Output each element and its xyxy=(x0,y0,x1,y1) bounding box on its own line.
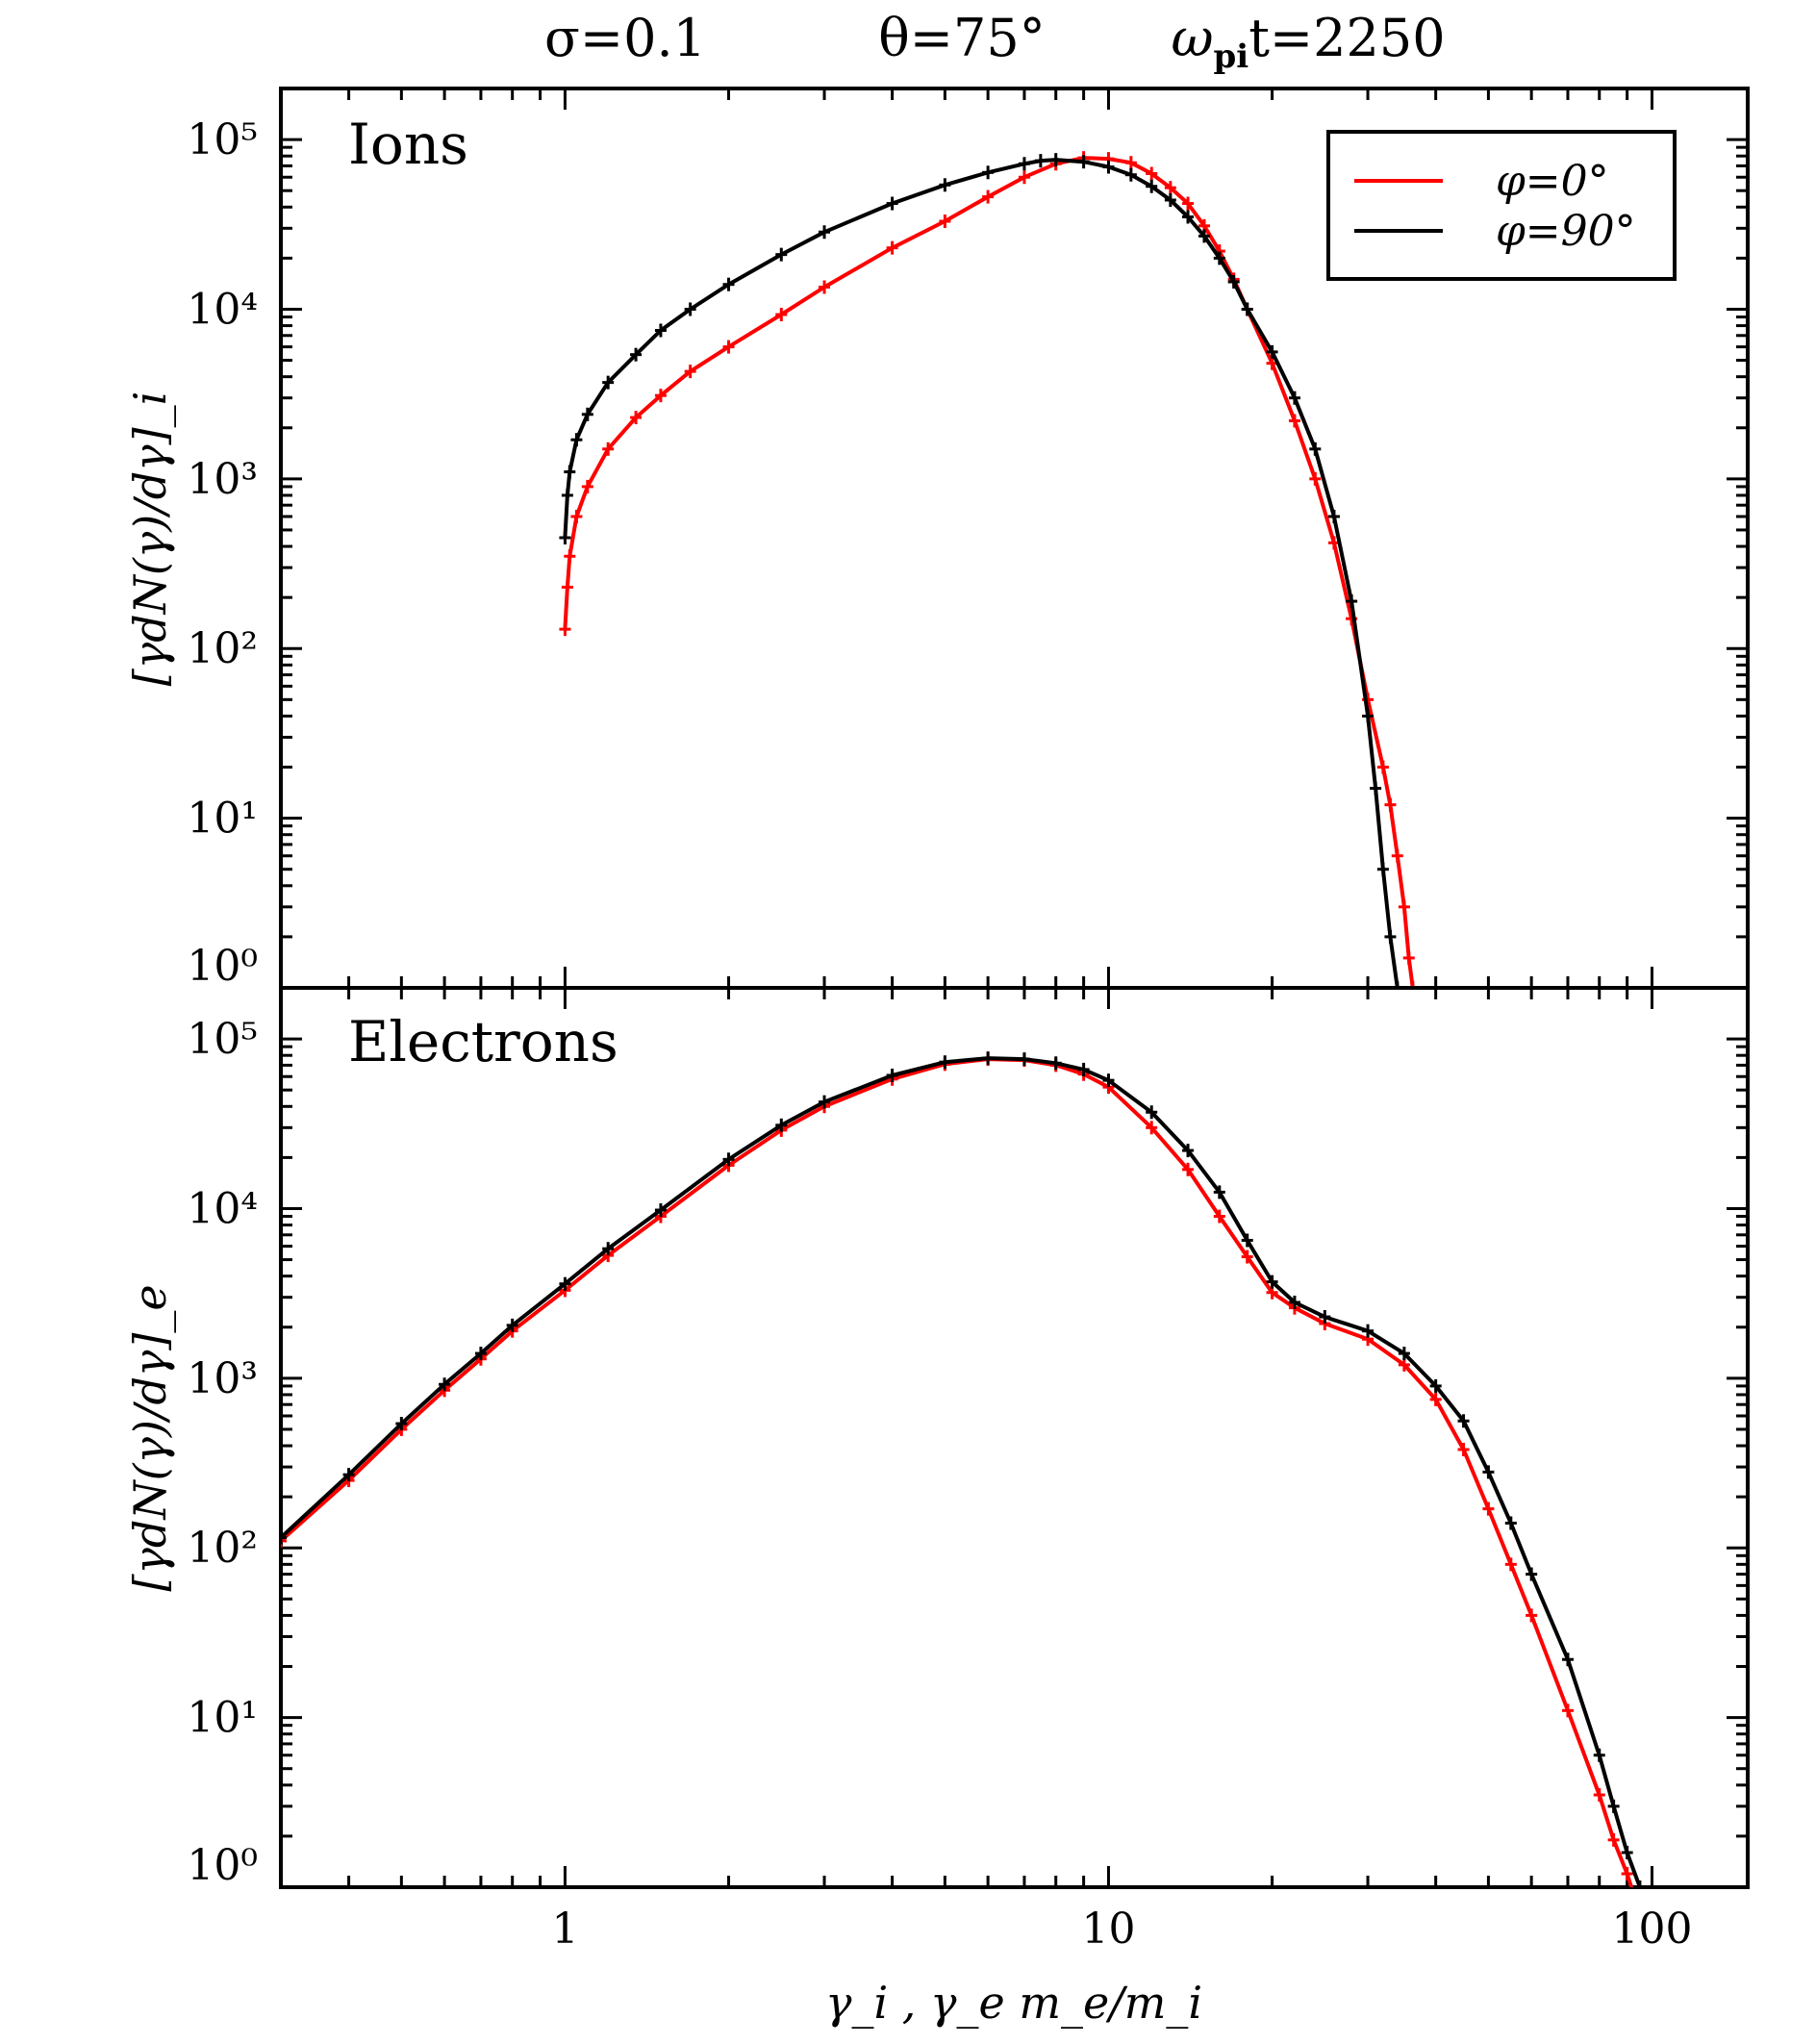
electrons-series-layer xyxy=(281,1051,1646,1887)
ions-series-phi90 xyxy=(559,153,1403,988)
electrons-y-tick-label: 10⁵ xyxy=(187,1015,258,1064)
ions-y-axis-label: [γdN(γ)/dγ]_i xyxy=(124,391,176,687)
electrons-series-phi90-line xyxy=(281,1056,1642,1887)
electrons-y-tick-labels: 10⁰ 10¹ 10² 10³ 10⁴ 10⁵ xyxy=(187,1015,258,1890)
ions-series-layer xyxy=(559,151,1419,988)
title-omega-sub: pi xyxy=(1213,38,1248,76)
electrons-series-phi0 xyxy=(281,1052,1634,1887)
electrons-panel: 10⁰ 10¹ 10² 10³ 10⁴ 10⁵ Electrons [γdN(γ)/dγ]… xyxy=(124,986,1750,1890)
ions-series-phi90-line xyxy=(563,158,1400,988)
x-tick-labels: 1 10 100 xyxy=(551,1905,1692,1954)
ions-y-tick-label: 10⁰ xyxy=(187,942,258,991)
electrons-y-axis-label: [γdN(γ)/dγ]_e xyxy=(124,1284,176,1591)
title-omega: ω xyxy=(1171,8,1213,68)
legend-box xyxy=(1326,130,1677,281)
electrons-series-phi0-line xyxy=(281,1057,1634,1887)
x-tick-label: 10 xyxy=(1081,1905,1135,1954)
title-sigma: σ=0.1 xyxy=(544,8,706,68)
electrons-panel-label: Electrons xyxy=(348,1009,618,1074)
ions-panel: 10⁰ 10¹ 10² 10³ 10⁴ 10⁵ Ions [γdN(γ)/dγ]_i φ=… xyxy=(124,87,1750,991)
ions-panel-label: Ions xyxy=(348,112,468,177)
ions-axis-ticks xyxy=(279,87,1748,990)
electrons-y-tick-label: 10¹ xyxy=(187,1694,258,1743)
electrons-y-tick-label: 10³ xyxy=(187,1354,258,1403)
title-theta: θ=75° xyxy=(878,8,1045,68)
electrons-y-tick-label: 10⁴ xyxy=(187,1184,258,1233)
electrons-axis-ticks xyxy=(279,986,1748,1889)
x-tick-label: 100 xyxy=(1612,1905,1693,1954)
ions-y-tick-labels: 10⁰ 10¹ 10² 10³ 10⁴ 10⁵ xyxy=(187,115,258,991)
ions-y-axis-label-text: [γdN(γ)/dγ]_i xyxy=(124,391,176,687)
title-time: ωpit=2250 xyxy=(1171,8,1445,76)
ions-y-tick-label: 10² xyxy=(187,624,258,673)
ions-y-tick-label: 10³ xyxy=(187,455,258,504)
x-axis-label: γ_i , γ_e m_e/m_i xyxy=(825,1977,1202,2029)
legend-label-phi90: φ=90° xyxy=(1496,207,1636,256)
ions-y-tick-label: 10¹ xyxy=(187,795,258,844)
electrons-y-tick-label: 10² xyxy=(187,1524,258,1573)
ions-y-tick-label: 10⁵ xyxy=(187,115,258,164)
electrons-y-tick-label: 10⁰ xyxy=(187,1841,258,1890)
title-time-value: t=2250 xyxy=(1248,8,1445,68)
ions-y-tick-label: 10⁴ xyxy=(187,285,258,334)
legend: φ=0° φ=90° xyxy=(1326,130,1677,281)
x-tick-label: 1 xyxy=(551,1905,578,1954)
legend-label-phi0: φ=0° xyxy=(1496,157,1609,206)
ions-series-phi0-line xyxy=(563,156,1415,988)
chart-title: σ=0.1 θ=75° ωpit=2250 xyxy=(544,8,1446,76)
ions-series-phi0 xyxy=(559,151,1419,988)
electrons-y-axis-label-text: [γdN(γ)/dγ]_e xyxy=(124,1284,176,1591)
electrons-series-phi90 xyxy=(281,1051,1646,1887)
electrons-plot-frame xyxy=(279,986,1750,1889)
